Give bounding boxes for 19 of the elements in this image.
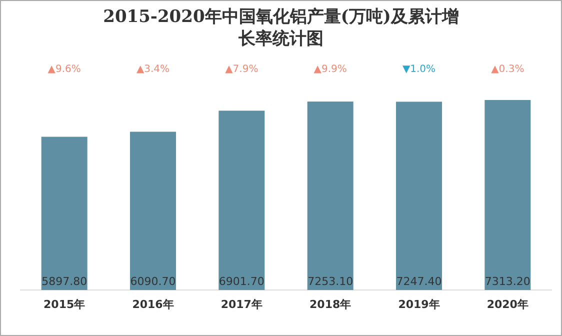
text: ▲9.6% [48,64,81,75]
text: ▲7.9% [225,64,258,75]
x-tick-label: 2016年 [132,298,174,311]
data-label: 6901.70 [218,275,264,288]
chart-title: 2015-2020年中国氧化铝产量(万吨)及累计增长率统计图 [102,6,460,50]
text: ▼1.0% [402,64,436,75]
x-tick-label: 2017年 [220,298,262,311]
data-label: 7313.20 [484,275,530,288]
data-label: 5897.80 [42,275,88,288]
x-tick-label: 2015年 [44,298,86,311]
text: ▲0.3% [491,64,524,75]
text: ▲9.9% [314,64,347,75]
text: ▲3.4% [136,64,170,75]
x-tick-label: 2020年 [486,298,528,311]
x-tick-label: 2019年 [398,298,440,311]
x-tick-label: 2018年 [310,298,352,311]
data-label: 6090.70 [130,275,176,288]
data-label: 7247.40 [396,275,442,288]
data-label: 7253.10 [308,275,354,288]
